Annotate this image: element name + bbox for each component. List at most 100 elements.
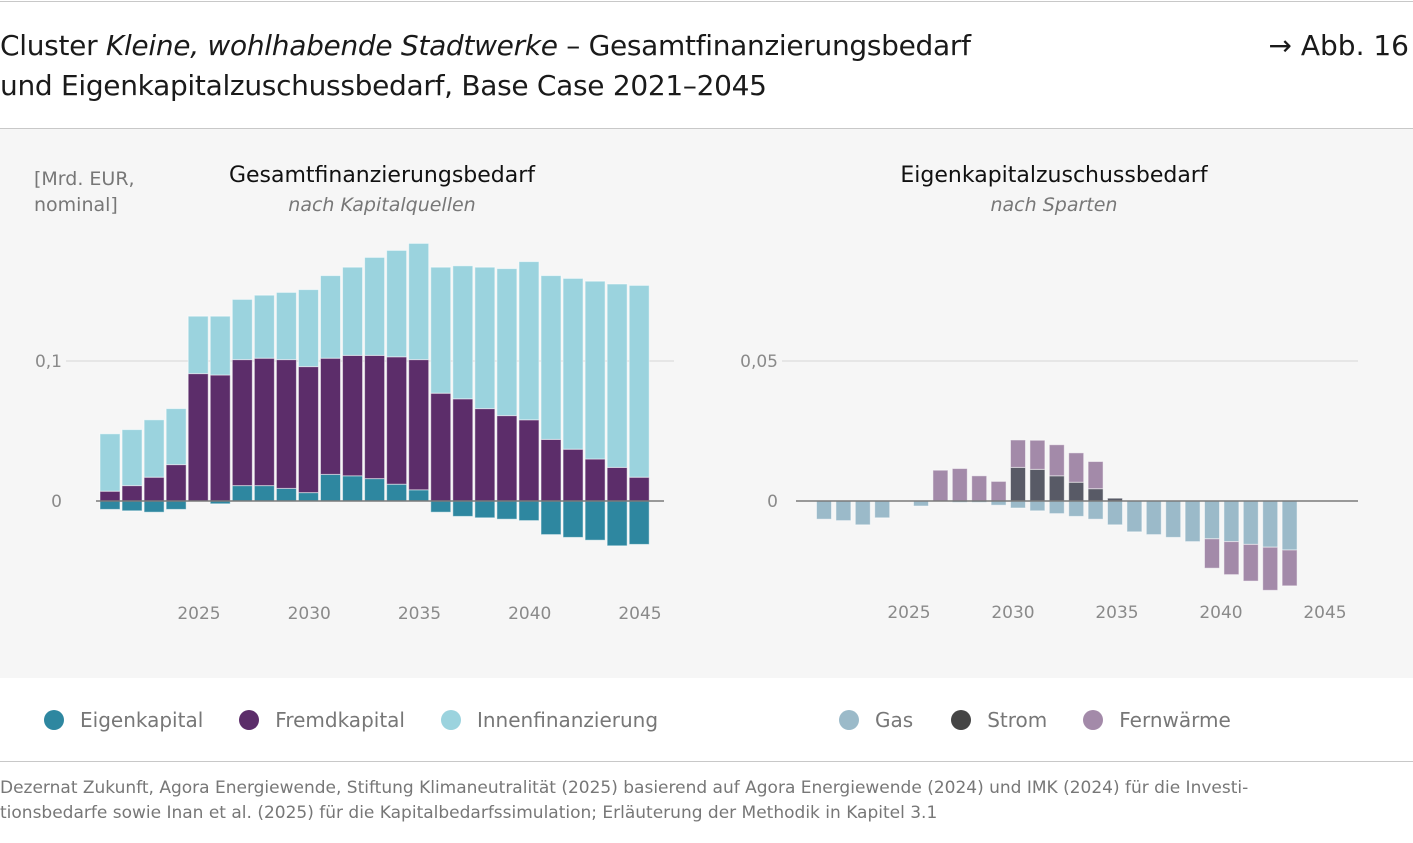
left-chart-subtitle: nach Kapitalquellen	[288, 194, 476, 216]
bar-gas-2045	[1281, 500, 1298, 551]
legend-swatch-gas	[839, 710, 859, 730]
bar-innenfinanzierung-2045	[628, 284, 650, 478]
bar-gas-2031	[1010, 500, 1026, 509]
bar-fremdkapital-2027	[231, 359, 253, 487]
bar-fremdkapital-2044	[606, 466, 628, 502]
bar-fremdkapital-2022	[121, 485, 143, 502]
bar-fernwärme-2034	[1068, 452, 1085, 483]
bar-gas-2044	[1262, 500, 1279, 548]
y-tick-label: 0,1	[35, 352, 62, 372]
bar-strom-2035	[1087, 488, 1104, 502]
bar-eigenkapital-2030	[297, 492, 319, 502]
x-tick-label: 2030	[991, 603, 1034, 623]
bar-gas-2026	[913, 500, 929, 507]
legend-label-eigenkapital: Eigenkapital	[80, 708, 204, 732]
bar-fernwärme-2028	[951, 468, 968, 502]
bar-fernwärme-2033	[1048, 444, 1065, 477]
bar-fremdkapital-2038	[474, 408, 496, 502]
bar-fremdkapital-2041	[540, 438, 562, 502]
bar-gas-2034	[1068, 500, 1085, 517]
bar-fremdkapital-2035	[408, 359, 430, 491]
bar-strom-2031	[1010, 466, 1026, 502]
legend-label-fremdkapital: Fremdkapital	[275, 708, 405, 732]
right-chart-subtitle: nach Sparten	[990, 194, 1118, 216]
bar-eigenkapital-2044	[606, 500, 628, 547]
bar-fernwärme-2042	[1223, 541, 1240, 576]
unit-label: [Mrd. EUR, nominal]	[34, 166, 135, 218]
bar-innenfinanzierung-2038	[474, 266, 496, 410]
x-tick-label: 2035	[1095, 603, 1138, 623]
bar-eigenkapital-2028	[253, 485, 275, 502]
bar-eigenkapital-2034	[386, 483, 408, 502]
bar-eigenkapital-2032	[342, 475, 364, 502]
bar-eigenkapital-2042	[562, 500, 584, 538]
bar-fernwärme-2043	[1242, 543, 1259, 582]
bar-gas-2024	[874, 500, 891, 519]
bar-fernwärme-2032	[1029, 439, 1046, 470]
header-rule	[0, 128, 1413, 129]
source-note: Dezernat Zukunft, Agora Energiewende, St…	[0, 776, 1410, 826]
bar-gas-2035	[1087, 500, 1104, 520]
bar-innenfinanzierung-2035	[408, 242, 430, 361]
title-suffix: – Gesamtfinanzierungsbedarf	[557, 29, 971, 62]
legend-swatch-innenfinanzierung	[440, 710, 461, 730]
bar-fremdkapital-2042	[562, 448, 584, 502]
bar-eigenkapital-2040	[518, 500, 540, 522]
bar-gas-2037	[1126, 500, 1143, 533]
x-tick-label: 2040	[508, 604, 551, 624]
source-line1: Dezernat Zukunft, Agora Energiewende, St…	[0, 778, 1249, 798]
bar-strom-2032	[1029, 468, 1046, 502]
bar-eigenkapital-2035	[408, 489, 430, 502]
legend-right: Gas Strom Fernwärme	[839, 708, 1231, 732]
bar-innenfinanzierung-2037	[452, 265, 474, 400]
figure-reference[interactable]: → Abb. 16	[1268, 29, 1410, 62]
right-chart-title: Eigenkapitalzuschussbedarf	[900, 163, 1208, 188]
bar-strom-2033	[1048, 475, 1065, 502]
bar-fremdkapital-2029	[275, 359, 297, 489]
bar-innenfinanzierung-2043	[584, 280, 606, 460]
bar-gas-2021	[816, 500, 832, 520]
bar-gas-2022	[835, 500, 852, 522]
x-tick-label: 2030	[288, 604, 331, 624]
bar-gas-2041	[1204, 500, 1220, 540]
bar-innenfinanzierung-2044	[606, 283, 628, 468]
bar-innenfinanzierung-2025	[187, 315, 209, 375]
unit-label-line1: [Mrd. EUR,	[34, 168, 135, 190]
bar-innenfinanzierung-2034	[386, 249, 408, 358]
bar-innenfinanzierung-2032	[342, 266, 364, 356]
y-tick-label: 0,05	[740, 352, 778, 372]
bar-fremdkapital-2031	[320, 357, 341, 475]
bar-eigenkapital-2037	[452, 500, 474, 517]
x-tick-label: 2035	[398, 604, 441, 624]
bar-gas-2038	[1145, 500, 1162, 536]
bar-eigenkapital-2036	[430, 500, 452, 513]
bar-strom-2034	[1068, 481, 1085, 502]
bar-fremdkapital-2024	[165, 464, 187, 502]
bar-innenfinanzierung-2031	[320, 275, 341, 359]
bar-eigenkapital-2045	[628, 500, 650, 545]
x-tick-label: 2045	[1303, 603, 1346, 623]
bar-fernwärme-2030	[990, 480, 1007, 502]
bar-gas-2042	[1223, 500, 1240, 543]
bar-innenfinanzierung-2033	[364, 256, 386, 356]
legend-rule	[0, 761, 1413, 762]
left-chart-title: Gesamtfinanzierungsbedarf	[228, 163, 536, 188]
bar-fernwärme-2031	[1010, 439, 1026, 468]
bar-eigenkapital-2022	[121, 500, 143, 512]
bar-innenfinanzierung-2040	[518, 261, 540, 421]
x-tick-label: 2045	[618, 604, 661, 624]
bar-eigenkapital-2031	[320, 473, 341, 502]
legend-label-gas: Gas	[875, 708, 914, 732]
figure-title: Cluster Kleine, wohlhabende Stadtwerke –…	[0, 26, 971, 106]
bar-fremdkapital-2025	[187, 373, 209, 502]
bar-innenfinanzierung-2023	[143, 419, 165, 478]
bar-eigenkapital-2024	[165, 500, 187, 510]
legend-label-innenfinanzierung: Innenfinanzierung	[476, 708, 659, 732]
legend-label-strom: Strom	[987, 708, 1048, 732]
bar-gas-2039	[1165, 500, 1182, 538]
bar-innenfinanzierung-2022	[121, 429, 143, 487]
bar-fremdkapital-2036	[430, 392, 452, 502]
bar-gas-2040	[1184, 500, 1201, 543]
bar-fernwärme-2035	[1087, 461, 1104, 490]
